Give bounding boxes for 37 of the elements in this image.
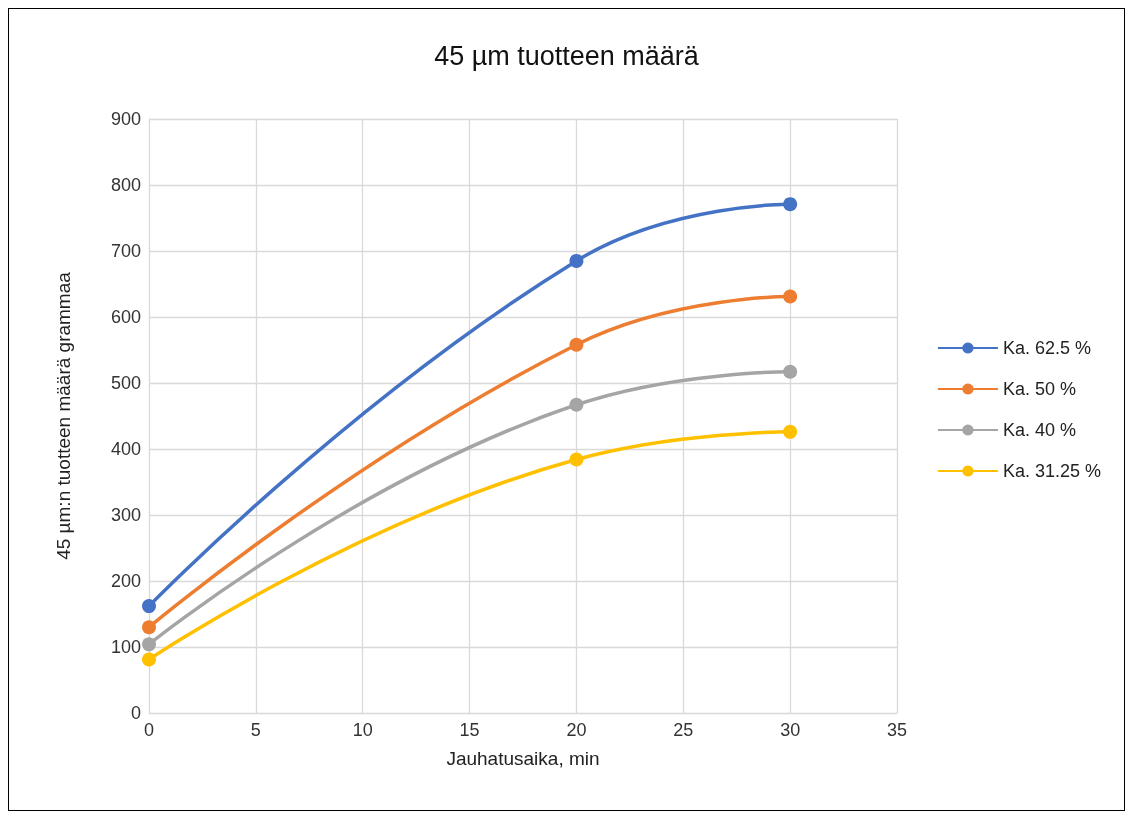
point [569,253,584,268]
point [783,424,798,439]
x-tick-label: 35 [886,720,908,740]
x-axis-title: Jauhatusaika, min [446,748,600,769]
point [569,337,584,352]
x-tick-label: 0 [143,720,155,740]
legend-label: Ka. 50 % [1002,379,1076,399]
point [569,397,584,412]
legend-label: Ka. 40 % [1002,420,1076,440]
chart-title: 45 µm tuotteen määrä [434,40,700,71]
y-tick-label: 600 [110,307,141,327]
point [142,620,156,635]
point [783,197,798,212]
x-tick-label: 10 [352,720,373,740]
point [569,452,584,467]
point [142,599,156,614]
point [142,637,156,652]
y-tick-label: 500 [110,373,141,393]
point [142,652,156,667]
point [783,364,798,379]
y-tick-label: 100 [110,637,141,657]
y-tick-label: 300 [110,505,141,525]
x-tick-label: 15 [459,720,480,740]
legend-label: Ka. 62.5 % [1002,338,1091,358]
y-axis-title: 45 µm:n tuotteen määrä grammaa [53,271,74,560]
y-tick-label: 800 [110,175,141,195]
x-tick-label: 30 [780,720,801,740]
y-tick-label: 0 [130,703,141,723]
y-tick-label: 400 [110,439,141,459]
y-tick-label: 900 [110,109,141,129]
point [783,289,798,304]
legend-label: Ka. 31.25 % [1002,461,1102,481]
x-tick-label: 20 [566,720,587,740]
y-tick-label: 700 [110,241,141,261]
x-tick-label: 25 [673,720,694,740]
y-tick-label: 200 [110,571,141,591]
x-tick-label: 5 [250,720,261,740]
